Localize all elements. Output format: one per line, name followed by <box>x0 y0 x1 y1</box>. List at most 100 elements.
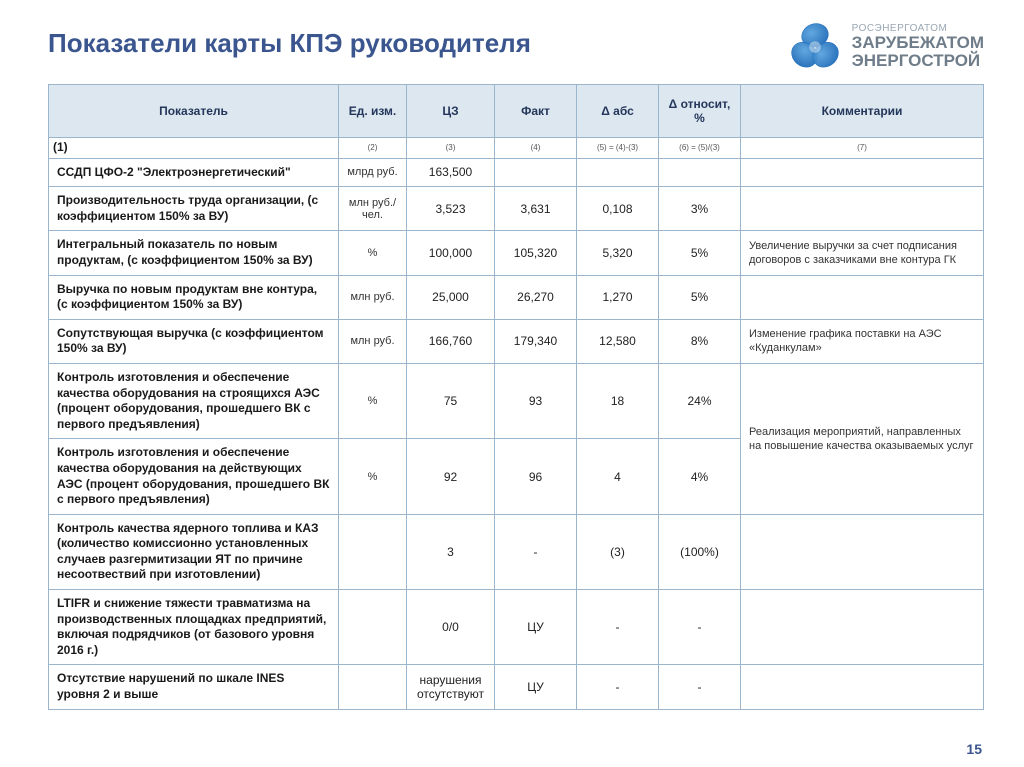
cz-cell: 3,523 <box>407 187 495 231</box>
cz-cell: 92 <box>407 439 495 514</box>
comment-cell <box>741 187 984 231</box>
comment-cell <box>741 514 984 589</box>
unit-cell <box>339 590 407 665</box>
col-header: Факт <box>495 85 577 138</box>
indicator-name: LTIFR и снижение тяжести травматизма на … <box>49 590 339 665</box>
indicator-name: Контроль качества ядерного топлива и КАЗ… <box>49 514 339 589</box>
cz-cell: нарушения отсутствуют <box>407 665 495 709</box>
fact-cell <box>495 158 577 187</box>
table-row: LTIFR и снижение тяжести травматизма на … <box>49 590 984 665</box>
indicator-name: ССДП ЦФО-2 "Электроэнергетический" <box>49 158 339 187</box>
dabs-cell: - <box>577 590 659 665</box>
unit-cell: % <box>339 363 407 438</box>
drel-cell: - <box>659 665 741 709</box>
fact-cell: ЦУ <box>495 665 577 709</box>
table-row: Выручка по новым продуктам вне контура, … <box>49 275 984 319</box>
fact-cell: - <box>495 514 577 589</box>
indicator-name: Интегральный показатель по новым продукт… <box>49 231 339 275</box>
logo-text: РОСЭНЕРГОАТОМ ЗАРУБЕЖАТОМ ЭНЕРГОСТРОЙ <box>852 24 984 70</box>
cz-cell: 166,760 <box>407 319 495 363</box>
fact-cell: 3,631 <box>495 187 577 231</box>
comment-cell: Реализация мероприятий, направленных на … <box>741 363 984 514</box>
col-header: Комментарии <box>741 85 984 138</box>
drel-cell: 24% <box>659 363 741 438</box>
dabs-cell: 1,270 <box>577 275 659 319</box>
cz-cell: 25,000 <box>407 275 495 319</box>
dabs-cell: 5,320 <box>577 231 659 275</box>
comment-cell <box>741 665 984 709</box>
table-head: ПоказательЕд. изм.ЦЗФактΔ абсΔ относит, … <box>49 85 984 138</box>
fact-cell: 105,320 <box>495 231 577 275</box>
kpi-table-wrap: ПоказательЕд. изм.ЦЗФактΔ абсΔ относит, … <box>0 84 1024 710</box>
indicator-name: Производительность труда организации, (с… <box>49 187 339 231</box>
dabs-cell: 0,108 <box>577 187 659 231</box>
drel-cell: 4% <box>659 439 741 514</box>
header: Показатели карты КПЭ руководителя <box>0 0 1024 84</box>
drel-cell <box>659 158 741 187</box>
indicator-name: Контроль изготовления и обеспечение каче… <box>49 363 339 438</box>
col-number: (3) <box>407 138 495 159</box>
cz-cell: 3 <box>407 514 495 589</box>
dabs-cell <box>577 158 659 187</box>
table-row: Сопутствующая выручка (с коэффициентом 1… <box>49 319 984 363</box>
drel-cell: 3% <box>659 187 741 231</box>
col-number: (7) <box>741 138 984 159</box>
logo: РОСЭНЕРГОАТОМ ЗАРУБЕЖАТОМ ЭНЕРГОСТРОЙ <box>786 18 984 76</box>
logo-line2: ЗАРУБЕЖАТОМ <box>852 34 984 52</box>
unit-cell: млрд руб. <box>339 158 407 187</box>
indicator-name: Выручка по новым продуктам вне контура, … <box>49 275 339 319</box>
table-row: Контроль изготовления и обеспечение каче… <box>49 363 984 438</box>
fact-cell: 179,340 <box>495 319 577 363</box>
cz-cell: 0/0 <box>407 590 495 665</box>
knot-icon <box>786 18 844 76</box>
dabs-cell: 18 <box>577 363 659 438</box>
col-header: Δ относит, % <box>659 85 741 138</box>
comment-cell <box>741 590 984 665</box>
fact-cell: 93 <box>495 363 577 438</box>
indicator-name: Сопутствующая выручка (с коэффициентом 1… <box>49 319 339 363</box>
col-header: Ед. изм. <box>339 85 407 138</box>
logo-line3: ЭНЕРГОСТРОЙ <box>852 52 984 70</box>
drel-cell: - <box>659 590 741 665</box>
col-number: (6) = (5)/(3) <box>659 138 741 159</box>
table-row: ССДП ЦФО-2 "Электроэнергетический"млрд р… <box>49 158 984 187</box>
dabs-cell: (3) <box>577 514 659 589</box>
fact-cell: ЦУ <box>495 590 577 665</box>
cz-cell: 100,000 <box>407 231 495 275</box>
unit-cell: млн руб./чел. <box>339 187 407 231</box>
drel-cell: 8% <box>659 319 741 363</box>
col-header: Δ абс <box>577 85 659 138</box>
col-header: Показатель <box>49 85 339 138</box>
page-number: 15 <box>966 741 982 757</box>
col-number: (5) = (4)-(3) <box>577 138 659 159</box>
drel-cell: (100%) <box>659 514 741 589</box>
table-row: Отсутствие нарушений по шкале INES уровн… <box>49 665 984 709</box>
drel-cell: 5% <box>659 231 741 275</box>
page-title: Показатели карты КПЭ руководителя <box>48 28 531 59</box>
table-row: Контроль качества ядерного топлива и КАЗ… <box>49 514 984 589</box>
dabs-cell: - <box>577 665 659 709</box>
fact-cell: 96 <box>495 439 577 514</box>
unit-cell <box>339 514 407 589</box>
unit-cell: % <box>339 439 407 514</box>
col-number: (2) <box>339 138 407 159</box>
table-row: Производительность труда организации, (с… <box>49 187 984 231</box>
unit-cell: млн руб. <box>339 319 407 363</box>
comment-cell <box>741 158 984 187</box>
comment-cell: Изменение графика поставки на АЭС «Кудан… <box>741 319 984 363</box>
cz-cell: 163,500 <box>407 158 495 187</box>
indicator-name: Отсутствие нарушений по шкале INES уровн… <box>49 665 339 709</box>
indicator-name: Контроль изготовления и обеспечение каче… <box>49 439 339 514</box>
cz-cell: 75 <box>407 363 495 438</box>
col-number: (4) <box>495 138 577 159</box>
col-number: (1) <box>49 138 339 159</box>
drel-cell: 5% <box>659 275 741 319</box>
comment-cell: Увеличение выручки за счет подписания до… <box>741 231 984 275</box>
unit-cell <box>339 665 407 709</box>
fact-cell: 26,270 <box>495 275 577 319</box>
col-header: ЦЗ <box>407 85 495 138</box>
dabs-cell: 4 <box>577 439 659 514</box>
table-row: Интегральный показатель по новым продукт… <box>49 231 984 275</box>
dabs-cell: 12,580 <box>577 319 659 363</box>
comment-cell <box>741 275 984 319</box>
